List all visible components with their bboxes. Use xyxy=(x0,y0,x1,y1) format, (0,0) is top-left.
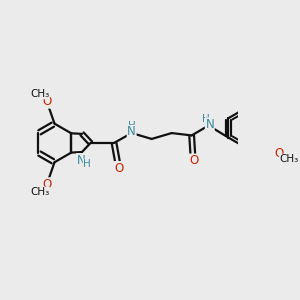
Text: O: O xyxy=(114,162,123,175)
Text: O: O xyxy=(274,147,283,160)
Text: O: O xyxy=(43,178,52,191)
Text: CH₃: CH₃ xyxy=(30,89,49,99)
Text: N: N xyxy=(127,125,136,138)
Text: O: O xyxy=(189,154,199,167)
Text: CH₃: CH₃ xyxy=(280,154,299,164)
Text: H: H xyxy=(83,159,91,169)
Text: O: O xyxy=(43,95,52,108)
Text: H: H xyxy=(128,122,136,131)
Text: N: N xyxy=(76,154,85,167)
Text: H: H xyxy=(202,114,210,124)
Text: CH₃: CH₃ xyxy=(30,187,49,197)
Text: N: N xyxy=(206,118,214,131)
